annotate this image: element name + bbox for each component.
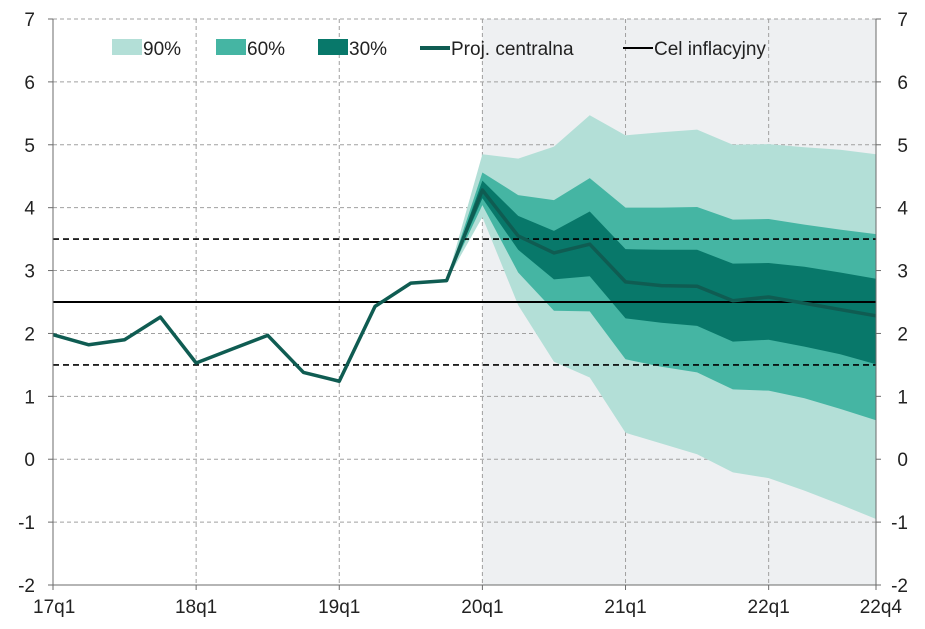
legend-label-target: Cel inflacyjny: [654, 39, 766, 60]
legend: 90% 60% 30% Proj. centralna Cel inflacyjny: [112, 39, 766, 60]
x-tick-label: 18q1: [175, 597, 217, 618]
y-tick-label-right: 0: [897, 450, 908, 471]
y-tick-label-right: -2: [891, 576, 908, 597]
x-tick-label: 19q1: [318, 597, 360, 618]
x-tick-label: 22q1: [748, 597, 790, 618]
y-tick-label-right: 5: [897, 136, 908, 157]
y-tick-label-left: 7: [24, 10, 35, 31]
legend-swatch-band90: [112, 39, 142, 55]
x-tick-label: 20q1: [461, 597, 503, 618]
y-tick-label-left: 1: [24, 387, 35, 408]
legend-swatch-band30: [318, 39, 348, 55]
central-projection-line: [52, 188, 877, 383]
legend-swatch-band60: [216, 39, 246, 55]
y-tick-label-right: 2: [897, 324, 908, 345]
y-tick-label-left: 5: [24, 136, 35, 157]
y-tick-label-right: 7: [897, 10, 908, 31]
band30-area: [446, 180, 876, 365]
y-tick-label-right: 3: [897, 262, 908, 283]
y-axis-right-ticks: -2 -1 0 1 2 3 4 5 6 7: [891, 10, 908, 597]
legend-label-central: Proj. centralna: [451, 39, 574, 60]
y-tick-label-left: 3: [24, 262, 35, 283]
central-series: [52, 188, 877, 383]
y-tick-label-left: 6: [24, 73, 35, 94]
y-tick-label-left: -1: [18, 513, 35, 534]
y-tick-label-right: 6: [897, 73, 908, 94]
y-tick-label-left: 2: [24, 324, 35, 345]
fan-bands: [446, 115, 876, 519]
y-tick-label-left: -2: [18, 576, 35, 597]
y-tick-label-left: 0: [24, 450, 35, 471]
axes: [48, 18, 881, 590]
y-tick-label-right: 4: [897, 199, 908, 220]
y-tick-label-right: -1: [891, 513, 908, 534]
legend-label-band60: 60%: [247, 39, 285, 60]
x-tick-label: 22q4: [860, 597, 903, 618]
x-axis-ticks: 17q1 18q1 19q1 20q1 21q1 22q1 22q4: [33, 597, 902, 618]
y-tick-label-right: 1: [897, 387, 908, 408]
y-axis-left-ticks: -2 -1 0 1 2 3 4 5 6 7: [18, 10, 35, 597]
legend-label-band30: 30%: [349, 39, 387, 60]
x-tick-label: 17q1: [33, 597, 75, 618]
legend-label-band90: 90%: [143, 39, 181, 60]
y-tick-label-left: 4: [24, 199, 35, 220]
x-tick-label: 21q1: [604, 597, 646, 618]
